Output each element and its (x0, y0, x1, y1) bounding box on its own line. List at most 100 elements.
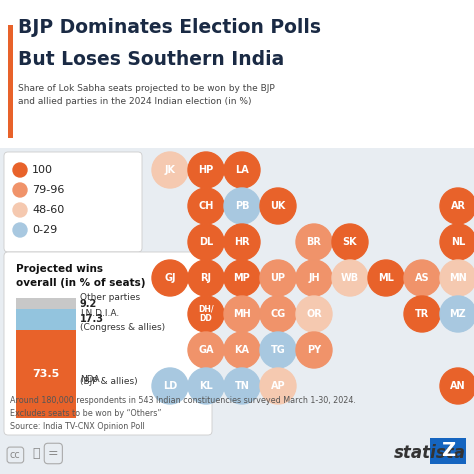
Text: overall (in % of seats): overall (in % of seats) (16, 278, 146, 288)
Circle shape (152, 260, 188, 296)
Circle shape (332, 224, 368, 260)
Text: OR: OR (306, 309, 322, 319)
Bar (16, 298, 76, 309)
Text: DH/
DD: DH/ DD (198, 305, 214, 323)
Text: 0-29: 0-29 (32, 225, 57, 235)
Text: KL: KL (199, 381, 213, 391)
Bar (8, 25, 13, 138)
Circle shape (440, 368, 474, 404)
Circle shape (224, 188, 260, 224)
Text: WB: WB (341, 273, 359, 283)
Circle shape (260, 332, 296, 368)
Circle shape (152, 152, 188, 188)
Text: PB: PB (235, 201, 249, 211)
Circle shape (224, 260, 260, 296)
Circle shape (188, 224, 224, 260)
Text: Share of Lok Sabha seats projected to be won by the BJP: Share of Lok Sabha seats projected to be… (18, 84, 275, 93)
Text: BR: BR (307, 237, 321, 247)
Circle shape (13, 163, 27, 177)
Circle shape (440, 188, 474, 224)
Text: AR: AR (450, 201, 465, 211)
Circle shape (404, 296, 440, 332)
Text: ⓘ: ⓘ (32, 447, 39, 460)
Circle shape (296, 296, 332, 332)
Text: 73.5: 73.5 (32, 369, 60, 379)
Text: MP: MP (234, 273, 250, 283)
Text: LD: LD (163, 381, 177, 391)
Circle shape (260, 368, 296, 404)
Text: DL: DL (199, 237, 213, 247)
Text: CG: CG (270, 309, 286, 319)
Text: Z: Z (441, 441, 455, 461)
Circle shape (224, 296, 260, 332)
Text: JK: JK (164, 165, 175, 175)
Text: MH: MH (233, 309, 251, 319)
Text: 9.2: 9.2 (80, 299, 97, 309)
Circle shape (152, 368, 188, 404)
Text: AP: AP (271, 381, 285, 391)
Text: 17.3: 17.3 (80, 314, 104, 324)
Text: TN: TN (235, 381, 249, 391)
Circle shape (188, 152, 224, 188)
Bar (0, 0, 474, 148)
Text: SK: SK (343, 237, 357, 247)
Circle shape (296, 224, 332, 260)
Text: GJ: GJ (164, 273, 176, 283)
FancyBboxPatch shape (4, 152, 142, 252)
Text: Projected wins: Projected wins (16, 264, 103, 274)
Text: But Loses Southern India: But Loses Southern India (18, 50, 284, 69)
Circle shape (13, 223, 27, 237)
Circle shape (296, 260, 332, 296)
Text: statista: statista (394, 444, 466, 462)
Bar (16, 309, 76, 330)
Text: 100: 100 (32, 165, 53, 175)
Circle shape (13, 183, 27, 197)
Text: I.N.D.I.A.: I.N.D.I.A. (80, 309, 119, 318)
Circle shape (224, 332, 260, 368)
Circle shape (440, 296, 474, 332)
Circle shape (260, 260, 296, 296)
FancyBboxPatch shape (4, 252, 212, 435)
Circle shape (188, 296, 224, 332)
Text: LA: LA (235, 165, 249, 175)
Text: 79-96: 79-96 (32, 185, 64, 195)
Circle shape (188, 188, 224, 224)
Text: Around 180,000 respondents in 543 Indian constituencies surveyed March 1-30, 202: Around 180,000 respondents in 543 Indian… (10, 396, 356, 405)
Text: (BJP & allies): (BJP & allies) (80, 377, 137, 386)
Circle shape (260, 296, 296, 332)
Text: ML: ML (378, 273, 394, 283)
Text: cc: cc (10, 450, 21, 460)
Circle shape (260, 188, 296, 224)
Text: 48-60: 48-60 (32, 205, 64, 215)
Text: AS: AS (415, 273, 429, 283)
Circle shape (13, 203, 27, 217)
Text: NL: NL (451, 237, 465, 247)
Text: UP: UP (271, 273, 285, 283)
Circle shape (188, 260, 224, 296)
Text: TG: TG (271, 345, 285, 355)
Circle shape (224, 152, 260, 188)
Text: CH: CH (198, 201, 214, 211)
Text: Excludes seats to be won by “Others”: Excludes seats to be won by “Others” (10, 409, 162, 418)
Text: =: = (48, 447, 59, 460)
Text: MN: MN (449, 273, 467, 283)
Circle shape (404, 260, 440, 296)
Circle shape (332, 260, 368, 296)
Text: GA: GA (198, 345, 214, 355)
Text: PY: PY (307, 345, 321, 355)
Circle shape (440, 224, 474, 260)
Text: UK: UK (270, 201, 286, 211)
Circle shape (368, 260, 404, 296)
Text: HR: HR (234, 237, 250, 247)
Text: HP: HP (199, 165, 214, 175)
Circle shape (188, 332, 224, 368)
Circle shape (440, 260, 474, 296)
Bar (16, 330, 76, 418)
Text: Source: India TV-CNX Opinion Poll: Source: India TV-CNX Opinion Poll (10, 422, 145, 431)
Text: NDA: NDA (80, 375, 100, 384)
Circle shape (224, 224, 260, 260)
Text: AN: AN (450, 381, 466, 391)
Text: BJP Dominates Election Polls: BJP Dominates Election Polls (18, 18, 321, 37)
Text: RJ: RJ (201, 273, 211, 283)
Text: and allied parties in the 2024 Indian election (in %): and allied parties in the 2024 Indian el… (18, 97, 252, 106)
